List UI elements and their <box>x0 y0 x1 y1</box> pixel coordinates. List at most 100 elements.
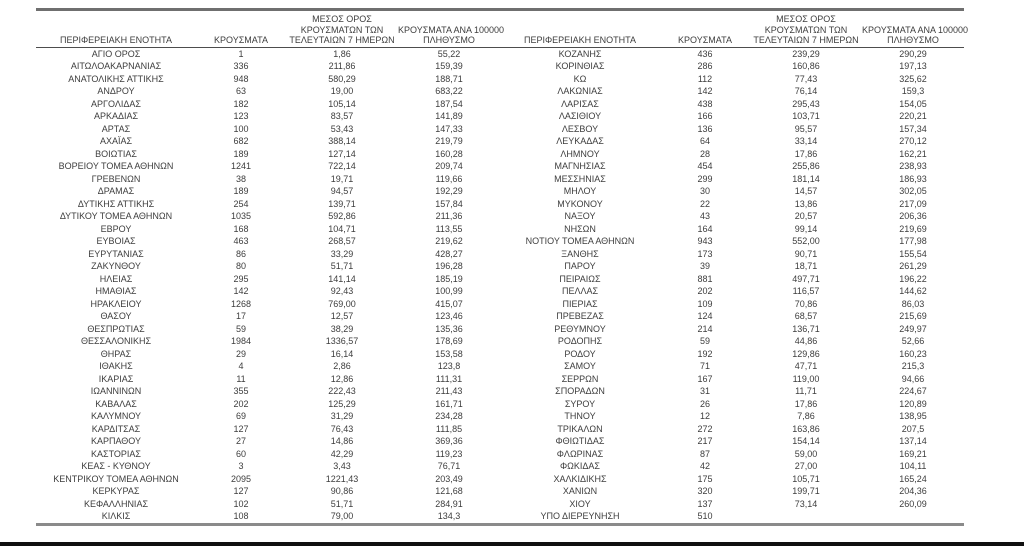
cases-cell: 127 <box>233 486 249 496</box>
avg7-cell: 17,86 <box>794 148 818 159</box>
cases-cell: 64 <box>699 136 710 146</box>
avg7-cell: 104,71 <box>328 223 356 234</box>
avg7-cell: 211,86 <box>328 61 356 71</box>
region-cell: ΠΕΛΛΑΣ <box>561 286 599 296</box>
per100k-cell: 260,09 <box>899 498 927 509</box>
per100k-cell: 76,71 <box>437 461 461 471</box>
per100k-cell: 415,07 <box>435 298 463 309</box>
per100k-cell: 215,69 <box>899 311 927 321</box>
table-row: ΗΛΕΙΑΣ 295 141,14 185,19 ΠΕΙΡΑΙΩΣ 881 497,71 19… <box>36 273 964 286</box>
per100k-cell: 137,14 <box>899 436 927 446</box>
avg7-cell: 3,43 <box>333 461 351 471</box>
cases-cell: 336 <box>233 61 249 71</box>
region-cell: ΥΠΟ ΔΙΕΡΕΥΝΗΣΗ <box>540 511 620 521</box>
per100k-cell: 119,23 <box>435 448 463 459</box>
table-row: ΚΕΡΚΥΡΑΣ 127 90,86 121,68 ΧΑΝΙΩΝ 320 199,71 204… <box>36 485 964 498</box>
cases-cell: 881 <box>697 273 713 284</box>
avg7-cell: 105,71 <box>792 473 820 484</box>
cases-cell: 1268 <box>230 298 252 309</box>
avg7-cell: 116,57 <box>792 286 820 296</box>
region-cell: ΛΗΜΝΟΥ <box>560 148 600 159</box>
per100k-cell: 177,98 <box>899 236 927 246</box>
region-cell: ΕΒΡΟΥ <box>100 223 132 234</box>
cases-cell: 22 <box>699 198 710 209</box>
cases-cell: 320 <box>697 486 713 496</box>
table-row: ΘΕΣΣΑΛΟΝΙΚΗΣ 1984 1336,57 178,69 ΡΟΔΟΠΗΣ 59 44… <box>36 335 964 348</box>
region-cell: ΚΑΡΔΙΤΣΑΣ <box>91 423 141 434</box>
table-row: ΓΡΕΒΕΝΩΝ 38 19,71 119,66 ΜΕΣΣΗΝΙΑΣ 299 181,14 1… <box>36 173 964 186</box>
per100k-cell: 159,39 <box>435 61 463 71</box>
cases-cell: 102 <box>233 498 249 509</box>
col-header-per100k-left: ΚΡΟΥΣΜΑΤΑ ΑΝΑ 100000 ΠΛΗΘΥΣΜΟ <box>398 9 504 48</box>
per100k-cell: 270,12 <box>899 136 927 146</box>
avg7-cell: 14,57 <box>794 186 818 196</box>
region-cell: ΑΝΔΡΟΥ <box>97 86 135 96</box>
cases-cell: 43 <box>699 211 710 221</box>
avg7-cell: 295,43 <box>792 98 820 109</box>
cases-cell: 510 <box>697 511 713 521</box>
region-cell: ΠΑΡΟΥ <box>564 261 596 271</box>
per100k-cell: 188,71 <box>435 73 463 84</box>
region-cell: ΝΟΤΙΟΥ ΤΟΜΕΑ ΑΘΗΝΩΝ <box>525 236 635 246</box>
avg7-cell: 16,14 <box>330 348 354 359</box>
cases-cell: 299 <box>697 173 713 184</box>
table-row: ΑΡΚΑΔΙΑΣ 123 83,57 141,89 ΛΑΣΙΘΙΟΥ 166 103,71 2… <box>36 110 964 123</box>
avg7-cell: 51,71 <box>330 498 354 509</box>
cases-cell: 438 <box>697 98 713 109</box>
region-cell: ΝΑΞΟΥ <box>564 211 596 221</box>
per100k-cell: 220,21 <box>899 111 927 121</box>
avg7-cell: 68,57 <box>794 311 818 321</box>
region-cell: ΚΑΣΤΟΡΙΑΣ <box>91 448 141 459</box>
cases-cell: 127 <box>233 423 249 434</box>
region-cell: ΜΑΓΝΗΣΙΑΣ <box>554 161 606 171</box>
avg7-cell: 18,71 <box>794 261 818 271</box>
region-cell: ΕΥΒΟΙΑΣ <box>96 236 136 246</box>
per100k-cell: 302,05 <box>899 186 927 196</box>
cases-cell: 1241 <box>230 161 252 171</box>
region-cell: ΜΥΚΟΝΟΥ <box>557 198 603 209</box>
avg7-cell: 59,00 <box>794 448 818 459</box>
per100k-cell: 119,66 <box>435 173 463 184</box>
cases-cell: 17 <box>235 311 246 321</box>
per100k-cell: 153,58 <box>435 348 463 359</box>
avg7-cell: 105,14 <box>328 98 356 109</box>
table-row: ΒΟΙΩΤΙΑΣ 189 127,14 160,28 ΛΗΜΝΟΥ 28 17,86 162,… <box>36 148 964 161</box>
table-row: ΚΕΑΣ - ΚΥΘΝΟΥ 3 3,43 76,71 ΦΩΚΙΔΑΣ 42 27,00 104… <box>36 460 964 473</box>
table-row: ΗΡΑΚΛΕΙΟΥ 1268 769,00 415,07 ΠΙΕΡΙΑΣ 109 70,86… <box>36 298 964 311</box>
avg7-cell: 99,14 <box>794 223 818 234</box>
region-cell: ΑΡΤΑΣ <box>101 123 131 134</box>
region-cell: ΚΕΑΣ - ΚΥΘΝΟΥ <box>81 461 151 471</box>
avg7-cell: 497,71 <box>792 273 820 284</box>
table-row: ΑΝΑΤΟΛΙΚΗΣ ΑΤΤΙΚΗΣ 948 580,29 188,71 ΚΩ 112 77… <box>36 73 964 86</box>
avg7-cell: 154,14 <box>792 436 820 446</box>
region-cell: ΚΕΦΑΛΛΗΝΙΑΣ <box>83 498 149 509</box>
cases-cell: 28 <box>699 148 710 159</box>
avg7-cell: 139,71 <box>328 198 356 209</box>
avg7-cell: 7,86 <box>797 411 815 421</box>
avg7-cell: 129,86 <box>792 348 820 359</box>
region-cell: ΔΡΑΜΑΣ <box>97 186 135 196</box>
cases-cell: 454 <box>697 161 713 171</box>
region-cell: ΙΘΑΚΗΣ <box>99 361 133 371</box>
col-header-avg7-left: ΜΕΣΟΣ ΟΡΟΣ ΚΡΟΥΣΜΑΤΩΝ ΤΩΝ ΤΕΛΕΥΤΑΙΩΝ 7 Η… <box>286 9 398 48</box>
cases-cell: 59 <box>235 323 246 334</box>
per100k-cell: 196,28 <box>435 261 463 271</box>
cases-cell: 286 <box>697 61 713 71</box>
table-row: ΚΑΛΥΜΝΟΥ 69 31,29 234,28 ΤΗΝΟΥ 12 7,86 138,95 <box>36 410 964 423</box>
cases-cell: 2095 <box>230 473 252 484</box>
table-row: ΘΑΣΟΥ 17 12,57 123,46 ΠΡΕΒΕΖΑΣ 124 68,57 215,69 <box>36 310 964 323</box>
per100k-cell: 211,43 <box>435 386 463 396</box>
avg7-cell: 1,86 <box>333 48 351 59</box>
region-cell: ΚΑΡΠΑΘΟΥ <box>90 436 142 446</box>
table-row: ΑΓΙΟ ΟΡΟΣ 1 1,86 55,22 ΚΟΖΑΝΗΣ 436 239,29 290,2… <box>36 47 964 60</box>
per100k-cell: 249,97 <box>899 323 927 334</box>
region-cell: ΑΧΑΪΑΣ <box>99 136 133 146</box>
region-cell: ΒΟΡΕΙΟΥ ΤΟΜΕΑ ΑΘΗΝΩΝ <box>58 161 174 171</box>
per100k-cell: 192,29 <box>435 186 463 196</box>
cases-cell: 123 <box>233 111 249 121</box>
cases-cell: 108 <box>233 511 249 521</box>
per100k-cell: 238,93 <box>899 161 927 171</box>
region-cell: ΣΥΡΟΥ <box>564 398 596 409</box>
region-cell: ΘΑΣΟΥ <box>100 311 132 321</box>
per100k-cell: 224,67 <box>899 386 927 396</box>
